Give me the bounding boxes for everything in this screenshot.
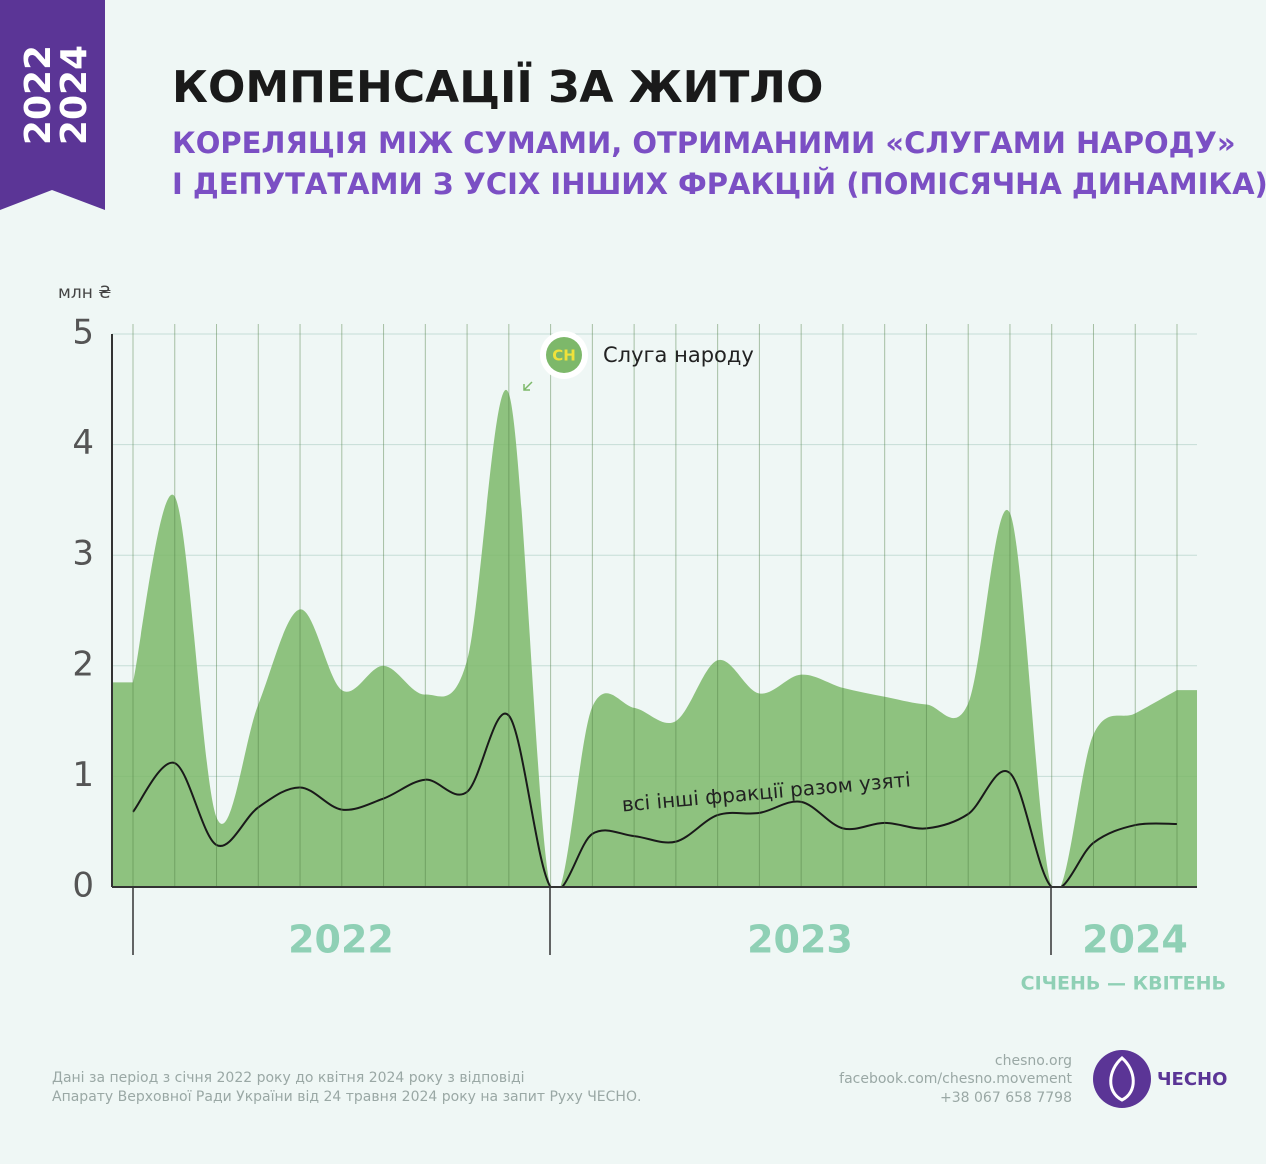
legend-label: Слуга народу bbox=[603, 343, 754, 367]
badge-year: 2024 bbox=[54, 45, 95, 145]
period-note: СІЧЕНЬ — КВІТЕНЬ bbox=[1021, 973, 1226, 995]
line bbox=[132, 712, 1178, 887]
period-label: 2022 bbox=[288, 918, 394, 962]
badge-ribbon bbox=[0, 0, 105, 210]
period-label: 2024 bbox=[1082, 918, 1188, 962]
chart-subtitle: КОРЕЛЯЦІЯ МІЖ СУМАМИ, ОТРИМАНИМИ «СЛУГАМ… bbox=[172, 126, 1236, 160]
source-note: Дані за період з січня 2022 року до квіт… bbox=[52, 1070, 525, 1086]
source-note: Апарату Верховної Ради України від 24 тр… bbox=[52, 1089, 641, 1105]
legend-icon bbox=[546, 337, 582, 373]
y-axis-unit: млн ₴ bbox=[58, 283, 111, 303]
contact: chesno.org bbox=[995, 1053, 1072, 1069]
y-tick-label: 1 bbox=[72, 755, 94, 795]
chart-subtitle: І ДЕПУТАТАМИ З УСІХ ІНШИХ ФРАКЦІЙ (ПОМІС… bbox=[172, 167, 1266, 201]
y-tick-label: 4 bbox=[72, 423, 94, 463]
legend-icon-text: СН bbox=[552, 347, 576, 365]
logo-garlic bbox=[1109, 1056, 1135, 1102]
plot bbox=[112, 324, 1197, 887]
legend-arrow bbox=[523, 381, 533, 391]
y-tick-label: 0 bbox=[72, 866, 94, 906]
y-tick-label: 5 bbox=[72, 313, 94, 353]
area bbox=[112, 390, 1197, 887]
badge-year: 2022 bbox=[18, 45, 59, 145]
y-tick-label: 3 bbox=[72, 534, 94, 574]
y-tick-label: 2 bbox=[72, 644, 94, 684]
logo-icon bbox=[1093, 1050, 1151, 1108]
contact: +38 067 658 7798 bbox=[940, 1090, 1072, 1106]
contact: facebook.com/chesno.movement bbox=[839, 1071, 1072, 1087]
logo-text: ЧЕСНО bbox=[1157, 1069, 1227, 1090]
chart-title: КОМПЕНСАЦІЇ ЗА ЖИТЛО bbox=[172, 60, 823, 113]
period-label: 2023 bbox=[747, 918, 853, 962]
